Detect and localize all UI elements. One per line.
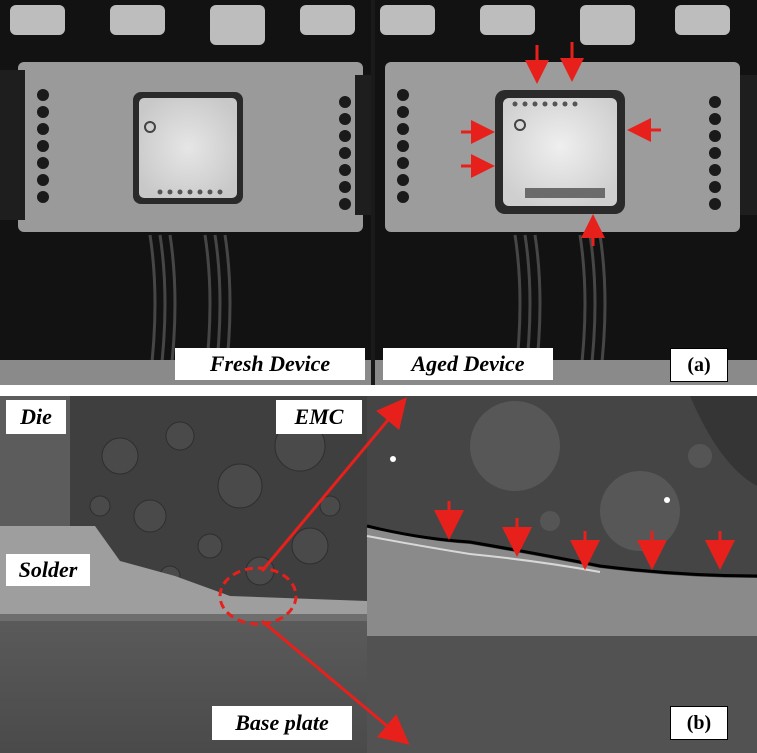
panel-a-xray-images: Fresh Device: [0, 0, 757, 385]
fresh-device-xray: [0, 0, 371, 385]
panel-b-tag: (b): [670, 706, 728, 740]
solder-label: Solder: [6, 554, 90, 586]
zoom-connector-arrows: [260, 397, 410, 745]
sem-cross-section: [0, 396, 757, 753]
fresh-device-image: Fresh Device: [0, 0, 371, 385]
crack-arrows: [434, 501, 735, 570]
base-plate-label: Base plate: [212, 706, 352, 740]
fresh-device-label: Fresh Device: [175, 348, 365, 380]
panel-a-tag: (a): [670, 348, 728, 382]
zoom-region-ellipse: [218, 566, 298, 626]
die-label: Die: [6, 400, 66, 434]
aged-device-image: Aged Device (a): [375, 0, 757, 385]
aged-device-label: Aged Device: [383, 348, 553, 380]
aged-device-xray: [375, 0, 757, 385]
connector-arrow-up: [260, 397, 407, 572]
connector-arrow-down: [261, 619, 410, 745]
delamination-arrows: [461, 42, 661, 246]
emc-label: EMC: [276, 400, 362, 434]
panel-b-sem-images: Die EMC Solder Base plate (b): [0, 396, 757, 753]
